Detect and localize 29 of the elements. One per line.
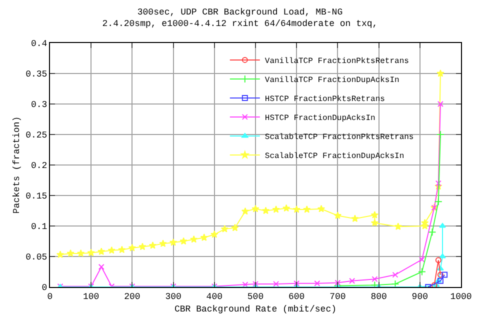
y-tick-label: 0.4 bbox=[30, 39, 48, 50]
y-tick-label: 0 bbox=[42, 283, 48, 294]
x-tick-label: 100 bbox=[83, 292, 100, 302]
chart-title: 300sec, UDP CBR Background Load, MB-NG bbox=[137, 7, 343, 18]
legend-label: HSTCP FractionDupAcksIn bbox=[264, 114, 376, 124]
x-tick-label: 600 bbox=[288, 292, 305, 302]
x-axis-title: CBR Background Rate (mbit/sec) bbox=[174, 304, 337, 315]
y-tick-label: 0.2 bbox=[30, 161, 48, 172]
x-tick-label: 300 bbox=[165, 292, 182, 302]
x-tick-label: 200 bbox=[124, 292, 140, 302]
x-tick-label: 400 bbox=[206, 292, 222, 302]
legend-label: VanillaTCP FractionDupAcksIn bbox=[264, 76, 400, 86]
x-tick-label: 700 bbox=[330, 292, 346, 302]
legend-label: HSTCP FractionPktsRetrans bbox=[264, 95, 386, 104]
y-axis-title: Packets (fraction) bbox=[12, 116, 22, 214]
x-tick-label: 900 bbox=[412, 292, 428, 302]
chart-subtitle: 2.4.20smp, e1000-4.4.12 rxint 64/64moderate on txq, bbox=[102, 19, 378, 30]
legend-label: ScalableTCP FractionPktsRetrans bbox=[264, 133, 414, 142]
x-tick-label: 800 bbox=[370, 292, 387, 302]
y-tick-label: 0.25 bbox=[26, 130, 48, 141]
x-tick-label: 1000 bbox=[450, 292, 472, 302]
y-tick-label: 0.1 bbox=[30, 222, 48, 232]
legend-label: ScalableTCP FractionDupAcksIn bbox=[264, 152, 404, 162]
y-tick-label: 0.35 bbox=[26, 70, 48, 80]
y-tick-label: 0.05 bbox=[26, 252, 48, 263]
y-tick-label: 0.3 bbox=[30, 100, 48, 110]
legend-label: VanillaTCP FractionPktsRetrans bbox=[264, 57, 410, 66]
x-tick-label: 500 bbox=[247, 292, 264, 302]
y-tick-label: 0.15 bbox=[26, 192, 48, 202]
